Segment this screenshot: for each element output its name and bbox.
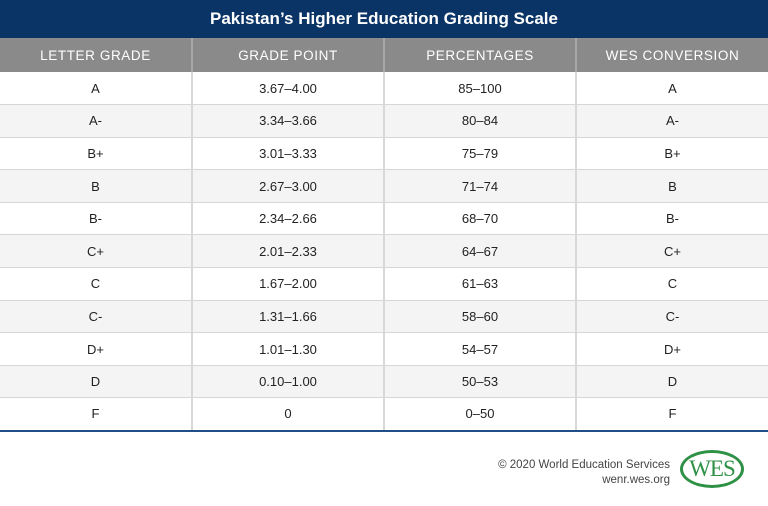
copyright: © 2020 World Education Services bbox=[498, 459, 670, 471]
header-row: LETTER GRADE GRADE POINT PERCENTAGES WES CO… bbox=[0, 38, 768, 72]
table-cell: 68–70 bbox=[383, 202, 576, 236]
source-url: wenr.wes.org bbox=[602, 474, 670, 486]
table-cell: C+ bbox=[0, 234, 192, 269]
table-cell: A- bbox=[0, 104, 192, 138]
table-cell: 58–60 bbox=[383, 300, 576, 334]
table-cell: 0.10–1.00 bbox=[191, 365, 384, 399]
table-cell: C bbox=[575, 267, 768, 301]
table-cell: A bbox=[0, 72, 192, 106]
table-row: B- 2.34–2.66 68–70 B- bbox=[0, 202, 768, 236]
table-cell: 0–50 bbox=[383, 397, 576, 432]
grading-table: LETTER GRADE GRADE POINT PERCENTAGES WES CO… bbox=[0, 38, 768, 432]
table-cell: 0 bbox=[191, 397, 384, 432]
table-cell: 3.67–4.00 bbox=[191, 72, 384, 106]
table-cell: 2.01–2.33 bbox=[191, 234, 384, 269]
table-cell: B bbox=[575, 169, 768, 203]
table-cell: B+ bbox=[575, 137, 768, 171]
table-cell: 3.01–3.33 bbox=[191, 137, 384, 171]
table-cell: B+ bbox=[0, 137, 192, 171]
table-row: C- 1.31–1.66 58–60 C- bbox=[0, 300, 768, 334]
table-cell: 1.67–2.00 bbox=[191, 267, 384, 301]
table-row: F 0 0–50 F bbox=[0, 397, 768, 432]
table-cell: F bbox=[575, 397, 768, 432]
wes-logo-text: WES bbox=[689, 456, 736, 481]
page-title: Pakistan’s Higher Education Grading Scal… bbox=[0, 0, 768, 38]
table-row: A- 3.34–3.66 80–84 A- bbox=[0, 104, 768, 138]
table-cell: A bbox=[575, 72, 768, 106]
table-cell: D bbox=[0, 365, 192, 399]
column-header: PERCENTAGES bbox=[383, 38, 576, 72]
wes-logo: WES bbox=[680, 450, 744, 488]
table-cell: 71–74 bbox=[383, 169, 576, 203]
table-cell: 85–100 bbox=[383, 72, 576, 106]
table-cell: D+ bbox=[0, 332, 192, 366]
table-cell: 64–67 bbox=[383, 234, 576, 269]
table-row: C 1.67–2.00 61–63 C bbox=[0, 267, 768, 301]
table-cell: 1.01–1.30 bbox=[191, 332, 384, 366]
table-cell: C bbox=[0, 267, 192, 301]
column-header: GRADE POINT bbox=[191, 38, 384, 72]
table-cell: B- bbox=[575, 202, 768, 236]
table-cell: C- bbox=[575, 300, 768, 334]
table-cell: 75–79 bbox=[383, 137, 576, 171]
table-cell: C+ bbox=[575, 234, 768, 269]
table-cell: A- bbox=[575, 104, 768, 138]
table-cell: F bbox=[0, 397, 192, 432]
table-cell: B bbox=[0, 169, 192, 203]
table-cell: 50–53 bbox=[383, 365, 576, 399]
table-row: D+ 1.01–1.30 54–57 D+ bbox=[0, 332, 768, 366]
table-row: B+ 3.01–3.33 75–79 B+ bbox=[0, 137, 768, 171]
table-cell: 80–84 bbox=[383, 104, 576, 138]
column-header: WES CONVERSION bbox=[575, 38, 768, 72]
footer: © 2020 World Education Services wenr.wes… bbox=[498, 458, 670, 488]
table-row: C+ 2.01–2.33 64–67 C+ bbox=[0, 234, 768, 269]
table-cell: 1.31–1.66 bbox=[191, 300, 384, 334]
table-cell: 3.34–3.66 bbox=[191, 104, 384, 138]
table-cell: C- bbox=[0, 300, 192, 334]
table-cell: B- bbox=[0, 202, 192, 236]
table-row: A 3.67–4.00 85–100 A bbox=[0, 72, 768, 106]
table-cell: D bbox=[575, 365, 768, 399]
table-cell: 2.34–2.66 bbox=[191, 202, 384, 236]
table-cell: 54–57 bbox=[383, 332, 576, 366]
table-row: D 0.10–1.00 50–53 D bbox=[0, 365, 768, 399]
table-cell: 61–63 bbox=[383, 267, 576, 301]
table-cell: D+ bbox=[575, 332, 768, 366]
table-row: B 2.67–3.00 71–74 B bbox=[0, 169, 768, 203]
table-cell: 2.67–3.00 bbox=[191, 169, 384, 203]
column-header: LETTER GRADE bbox=[0, 38, 192, 72]
